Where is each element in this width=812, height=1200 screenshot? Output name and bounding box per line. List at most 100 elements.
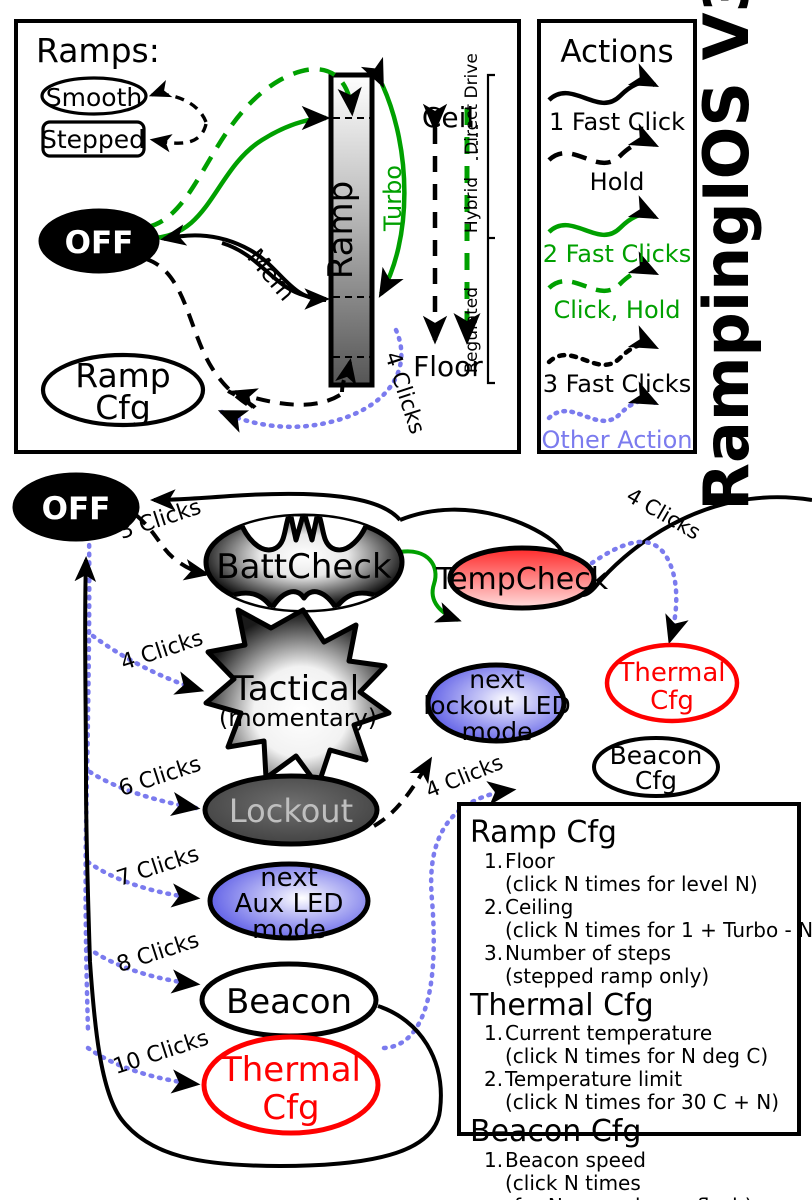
action-label-0: 1 Fast Click (549, 108, 685, 136)
edge-battcheck-to-tempcheck (399, 549, 462, 623)
cfg-0-item-2-note: (stepped ramp only) (505, 964, 709, 988)
cfg-0-item-2-num: 3. (484, 941, 503, 965)
node-ramp-cfg[interactable] (40, 352, 206, 428)
edge-7clicks-aux (85, 859, 201, 908)
cfg-section-0-heading: Ramp Cfg (470, 815, 617, 850)
node-next-aux-led-mode[interactable] (207, 861, 371, 941)
action-squiggle-6 (546, 381, 660, 423)
edge-label-4clicks-tactical: 4 Clicks (118, 626, 206, 676)
node-beacon-label: Beacon (226, 982, 352, 1022)
action-squiggle-4 (547, 251, 660, 293)
edge-4clicks-tactical (90, 633, 205, 695)
edge-turbo (360, 56, 407, 298)
node-off-top[interactable] (38, 208, 160, 274)
edge-6clicks-lockout (87, 769, 201, 816)
edge-label-6clicks: 6 Clicks (116, 752, 204, 802)
edge-floor-up (335, 358, 357, 393)
node-tactical[interactable] (203, 607, 392, 789)
cfg-2-item-0-title: Beacon speed (505, 1148, 646, 1172)
edge-beacon-bottom-loop (74, 556, 443, 1169)
cfg-section-1-heading: Thermal Cfg (469, 988, 654, 1023)
cfg-2-item-0-num: 1. (484, 1148, 503, 1172)
axis-label-floor: Floor (413, 350, 483, 383)
action-label-3: Click, Hold (553, 296, 680, 324)
cfg-0-item-1-title: Ceiling (505, 895, 573, 919)
edge-off-to-ramp-ceiling (147, 67, 362, 230)
edge-label-7clicks: 7 Clicks (114, 842, 202, 892)
cfg-panel-border (457, 802, 801, 1136)
node-thermal-cfg-top-label-2: Cfg (650, 686, 694, 716)
edge-return-to-off-2 (150, 489, 402, 522)
action-label-1: Hold (590, 168, 645, 196)
axis-label-direct-drive: Direct Drive (462, 53, 482, 155)
node-off-top-label: OFF (65, 225, 134, 261)
node-tactical-label-2: (momentary) (219, 704, 377, 732)
node-ramp-cfg-label-2: Cfg (95, 388, 151, 427)
edge-label-4clicks-beacon: 4 Clicks (422, 750, 506, 803)
edge-return-bridge (399, 507, 558, 546)
cfg-1-item-1-num: 2. (484, 1067, 503, 1091)
cfg-1-item-0-title: Current temperature (505, 1021, 712, 1045)
edge-rampcfg-arrow (231, 388, 342, 409)
edge-10clicks-thermalcfg (85, 1045, 201, 1094)
cfg-0-item-0-num: 1. (484, 849, 503, 873)
edge-to-stepped (149, 123, 208, 153)
node-ramp-cfg-label-1: Ramp (75, 356, 171, 395)
cfg-0-item-1-num: 2. (484, 895, 503, 919)
action-squiggle-5 (546, 325, 660, 367)
cfg-1-item-0-num: 1. (484, 1021, 503, 1045)
edge-label-8clicks: 8 Clicks (114, 928, 202, 978)
action-squiggle-3 (547, 195, 660, 237)
edge-off-to-rampcfg (145, 257, 258, 411)
action-label-5: Other Action (542, 426, 693, 454)
page-title: RampingIOS V3 (690, 0, 763, 511)
cfg-2-item-0-note: (click N times (505, 1171, 641, 1195)
edge-to-smooth (148, 79, 208, 123)
actions-heading: Actions (560, 34, 673, 70)
edge-label-turbo: Turbo (379, 165, 407, 232)
node-stepped[interactable] (41, 120, 146, 158)
edge-8clicks-beacon (85, 945, 201, 994)
action-squiggle-1 (547, 63, 660, 105)
node-thermal-cfg-top[interactable] (604, 642, 740, 724)
node-beacon-cfg[interactable] (592, 736, 720, 798)
cfg-section-2-heading: Beacon Cfg (470, 1114, 641, 1149)
node-lockout-label: Lockout (229, 792, 353, 830)
axis-label-hybrid: Hybrid (462, 177, 482, 233)
axis-label-regulated: Regulated (462, 287, 482, 373)
cfg-0-item-2-title: Number of steps (505, 941, 671, 965)
node-next-aux-led-label-3: mode (252, 915, 326, 945)
axis-label-ceil: Ceil (422, 101, 474, 134)
node-tempcheck-label: TempCheck (435, 562, 609, 597)
action-label-2: 2 Fast Clicks (543, 240, 691, 268)
node-off-main-label: OFF (42, 491, 111, 527)
edge-tempcheck-to-thermalcfg (575, 539, 689, 645)
node-beacon-cfg-label-1: Beacon (610, 741, 703, 770)
node-tempcheck[interactable] (447, 545, 597, 611)
cfg-1-item-1-note: (click N times for 30 C + N) (505, 1090, 779, 1114)
node-thermal-cfg-bottom[interactable] (201, 1034, 381, 1136)
node-off-main[interactable] (12, 472, 140, 542)
edge-lockout-to-lockoutled (372, 756, 433, 828)
node-smooth[interactable] (40, 76, 148, 116)
node-tactical-label-1: Tactical (232, 669, 359, 709)
node-next-lockout-led-label-3: mode (462, 717, 533, 746)
node-battcheck-label: BattCheck (216, 547, 392, 587)
node-next-lockout-led-label-1: next (469, 665, 525, 694)
action-squiggle-2 (547, 123, 660, 165)
edge-to-ramp-mem (221, 241, 330, 310)
edge-label-10clicks: 10 Clicks (110, 1026, 212, 1080)
node-thermal-cfg-bottom-label-1: Thermal (220, 1050, 361, 1090)
mode-bracket (486, 73, 495, 385)
node-next-aux-led-label-1: next (260, 863, 318, 893)
node-stepped-label: Stepped (41, 125, 145, 154)
node-beacon-cfg-label-2: Cfg (635, 766, 677, 795)
cfg-2-item-0-note2: for N seconds per flash) (514, 1194, 753, 1200)
ramps-heading: Ramps: (36, 31, 160, 70)
cfg-1-item-1-title: Temperature limit (504, 1067, 682, 1091)
node-next-lockout-led-mode[interactable] (425, 662, 567, 744)
cfg-1-item-0-note: (click N times for N deg C) (505, 1044, 768, 1068)
node-smooth-label: Smooth (46, 83, 142, 112)
node-lockout[interactable] (202, 773, 380, 847)
